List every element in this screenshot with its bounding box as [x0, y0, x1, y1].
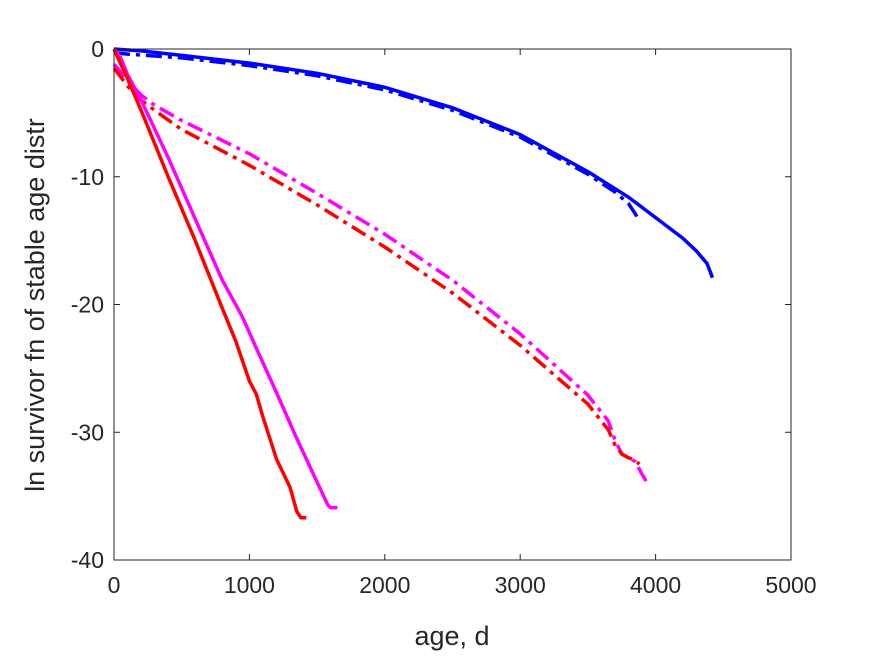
series-line-5: [112, 47, 338, 510]
y-tick-label: 0: [91, 36, 104, 62]
series-line-1: [113, 47, 715, 279]
series-layer: [112, 47, 715, 520]
y-tick-label: -30: [71, 419, 104, 445]
series-line-6: [112, 48, 307, 520]
plot-area: [114, 49, 791, 560]
y-tick-label: -40: [71, 547, 104, 573]
y-tick-label: -10: [71, 164, 104, 190]
x-tick-label: 5000: [765, 572, 816, 598]
y-tick-label: -20: [71, 292, 104, 318]
x-tick-label: 0: [108, 572, 121, 598]
x-tick-label: 3000: [495, 572, 546, 598]
y-axis: 0 -10 -20 -30 -40: [71, 36, 791, 573]
x-tick-label: 4000: [630, 572, 681, 598]
series-line-2: [113, 51, 641, 223]
y-axis-label: ln survivor fn of stable age distr: [20, 118, 50, 492]
x-axis: 0 1000 2000 3000 4000 5000: [108, 49, 817, 598]
x-axis-label: age, d: [414, 621, 489, 651]
x-tick-label: 1000: [224, 572, 275, 598]
x-tick-label: 2000: [359, 572, 410, 598]
